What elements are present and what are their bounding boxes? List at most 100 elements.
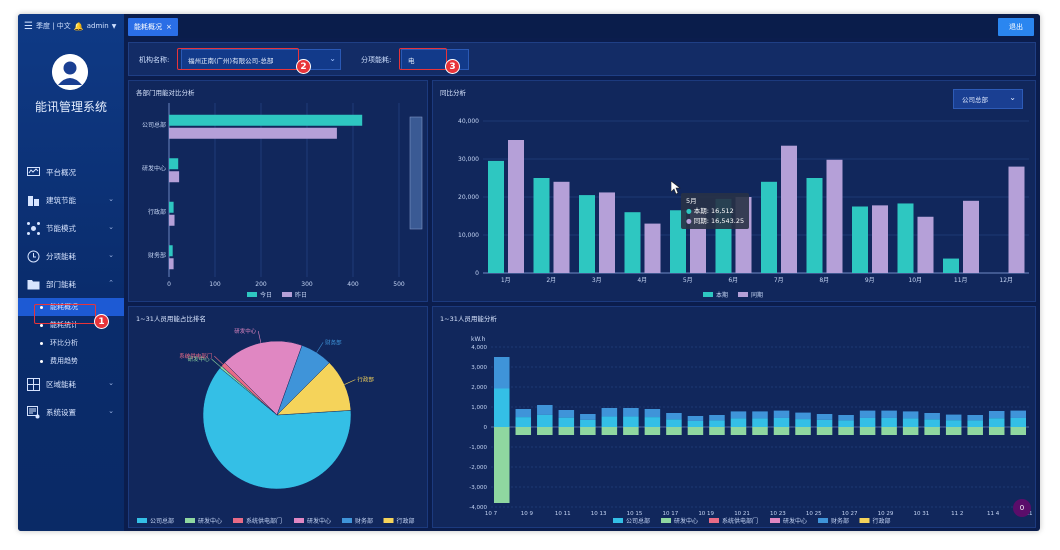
bar-segment [623, 408, 639, 417]
tick-label: 500 [393, 281, 405, 288]
panel-title: 各部门用能对比分析 [136, 89, 195, 97]
bar-segment [644, 409, 661, 418]
exit-button[interactable]: 退出 [998, 18, 1034, 36]
topbar-text[interactable]: 季度 | 中文 [35, 22, 71, 30]
annotation-box-2 [177, 48, 299, 70]
sidebar-subitem-overview[interactable]: 能耗概况 [18, 298, 124, 316]
category-label: 6月 [728, 277, 738, 284]
sidebar-item-subitem-energy[interactable]: 分项能耗 ⌄ [18, 242, 124, 270]
bar-segment [924, 419, 940, 427]
bar [579, 195, 595, 273]
chevron-down-icon[interactable]: ▼ [111, 22, 117, 30]
bar-segment [924, 413, 940, 420]
tab-energy-overview[interactable]: 能耗概况 × [128, 18, 178, 36]
legend-swatch [137, 518, 147, 523]
bar-segment [730, 411, 747, 419]
bar [169, 201, 174, 213]
avatar[interactable] [52, 54, 88, 90]
tick-label: 300 [301, 281, 313, 288]
bar [508, 140, 524, 273]
bar-segment [644, 417, 661, 427]
network-icon [26, 221, 40, 235]
bar-segment [687, 420, 704, 427]
category-label: 10 29 [878, 511, 894, 517]
tick-label: -1,000 [469, 445, 487, 451]
corner-badge[interactable]: 0 [1013, 499, 1031, 517]
bar-segment [580, 427, 596, 435]
tick-label: 100 [209, 281, 221, 288]
sidebar-item-platform[interactable]: 平台概况 [18, 158, 124, 186]
category-label: 9月 [865, 277, 875, 284]
ranking-pie-panel: 1~31人员用能占比排名 研发中心 系统供电部门 研发中心 财务部 行政部 公司总部 研发中… [128, 306, 428, 528]
legend-label: 公司总部 [626, 517, 650, 525]
bar-segment [838, 427, 854, 435]
annotation-badge-1: 1 [94, 314, 109, 329]
bar-segment [537, 414, 553, 427]
sidebar-topbar: ☰ 季度 | 中文 🔔 admin ▼ [18, 14, 124, 38]
category-label: 4月 [637, 277, 647, 284]
legend-swatch [818, 518, 828, 523]
legend-swatch [294, 518, 304, 523]
bar-segment [752, 418, 768, 427]
panel-title: 1~31人员用能占比排名 [136, 315, 206, 323]
bar-segment [881, 427, 897, 435]
sidebar-subitem-compare[interactable]: 环比分析 [18, 334, 124, 352]
sidebar-item-label: 建筑节能 [46, 195, 76, 205]
category-label: 10 25 [806, 511, 822, 517]
pie-slice [202, 367, 352, 490]
bar [169, 171, 180, 183]
bar-segment [773, 410, 790, 418]
company-dropdown[interactable]: 公司总部 ⌄ [953, 89, 1023, 109]
category-label: 3月 [592, 277, 602, 284]
sidebar-item-settings[interactable]: 系统设置 ⌄ [18, 398, 124, 426]
bar-segment [795, 419, 811, 427]
bar-segment [601, 427, 618, 435]
annotation-badge-2: 2 [296, 59, 311, 74]
sidebar-subitem-cost[interactable]: 费用趋势 [18, 352, 124, 370]
bar-segment [816, 419, 833, 427]
chart-tooltip: 5月 ● 本期: 16,512 ● 同期: 16,543.25 [681, 193, 750, 229]
category-label: 公司总部 [142, 121, 166, 129]
bar-segment [515, 427, 532, 435]
sidebar-item-mode[interactable]: 节能模式 ⌄ [18, 214, 124, 242]
bar-segment [795, 412, 811, 420]
pie-leader-line [214, 355, 224, 365]
legend-swatch [247, 292, 257, 297]
legend-swatch [383, 518, 394, 523]
pie-label: 研发中心 [234, 327, 257, 335]
tick-label: 1,000 [471, 405, 487, 411]
bar-segment [515, 417, 532, 427]
sidebar-item-building[interactable]: 建筑节能 ⌄ [18, 186, 124, 214]
bar-segment [558, 417, 575, 427]
menu-icon[interactable]: ☰ [24, 20, 33, 32]
legend-label: 财务部 [831, 517, 849, 525]
bar-segment [773, 417, 790, 427]
sidebar-item-label: 平台概况 [46, 167, 76, 177]
user-name[interactable]: admin [86, 22, 109, 30]
sidebar-subitem-stats[interactable]: 能耗统计 [18, 316, 124, 334]
bar [963, 200, 979, 273]
close-icon[interactable]: × [166, 23, 172, 31]
bell-icon[interactable]: 🔔 [73, 21, 84, 31]
sidebar-item-region[interactable]: 区域能耗 ⌄ [18, 370, 124, 398]
bar [169, 245, 173, 257]
system-title: 能讯管理系统 [34, 100, 107, 114]
bar-segment [859, 417, 876, 427]
bar-segment [666, 419, 682, 427]
bar [781, 145, 797, 273]
tick-label: 200 [255, 281, 267, 288]
legend-label: 研发中心 [783, 517, 807, 525]
bar [897, 203, 914, 273]
legend-swatch [770, 518, 780, 523]
legend-label: 系统供电部门 [246, 517, 282, 525]
bar-segment [838, 415, 854, 421]
category-label: 12月 [999, 277, 1013, 284]
bar-segment [687, 427, 704, 435]
bullet-icon [40, 341, 43, 345]
bar-segment [623, 416, 639, 427]
category-label: 10 15 [627, 511, 643, 517]
sidebar-item-label: 系统设置 [46, 407, 76, 417]
sidebar-item-department[interactable]: 部门能耗 ⌃ [18, 270, 124, 298]
pie-label: 系统供电部门 [179, 352, 212, 360]
